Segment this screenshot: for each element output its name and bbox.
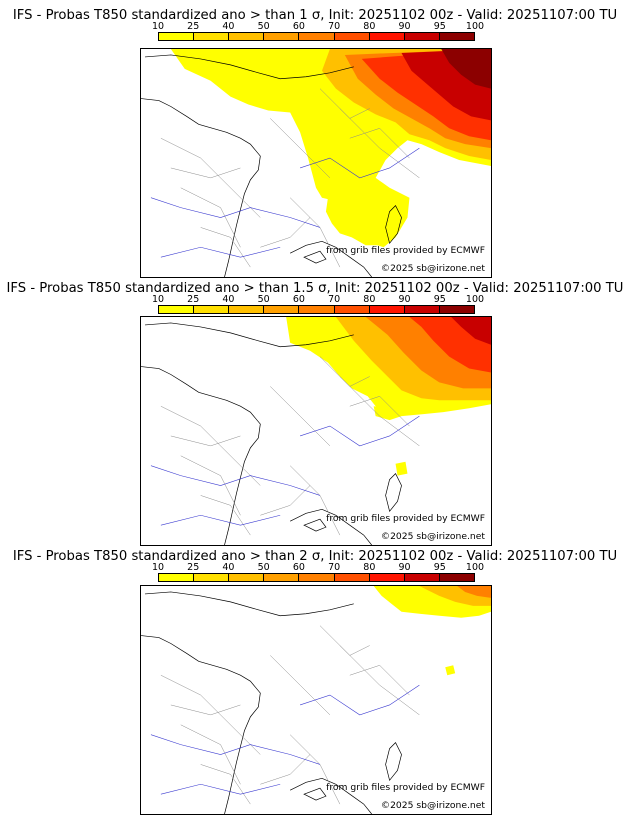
legend-tick-label: 50 bbox=[257, 294, 270, 305]
probability-map: from grib files provided by ECMWF ©2025 … bbox=[140, 585, 492, 815]
legend-ticks: 10 25 40 50 60 70 80 90 95 100 bbox=[152, 562, 484, 573]
legend-swatch bbox=[264, 574, 300, 581]
coastlines bbox=[141, 322, 402, 545]
legend-tick-label: 10 bbox=[151, 21, 165, 32]
legend-tick-label: 70 bbox=[328, 21, 341, 32]
legend-tick-label: 80 bbox=[363, 562, 376, 573]
legend-swatch bbox=[334, 574, 370, 581]
legend-tick-label: 100 bbox=[465, 21, 485, 32]
probability-field bbox=[373, 586, 491, 676]
legend-swatch bbox=[264, 33, 300, 40]
legend-tick-label: 50 bbox=[257, 562, 270, 573]
map-canvas bbox=[141, 49, 491, 277]
legend-tick-label: 95 bbox=[433, 294, 446, 305]
legend-tick-label: 90 bbox=[398, 562, 411, 573]
legend-tick-label: 60 bbox=[292, 562, 305, 573]
coastlines bbox=[141, 591, 402, 814]
map-panel-1: IFS - Probas T850 standardized ano > tha… bbox=[0, 8, 630, 278]
legend-tick-label: 40 bbox=[222, 294, 235, 305]
legend-ticks: 10 25 40 50 60 70 80 90 95 100 bbox=[152, 294, 484, 305]
legend-tick-label: 90 bbox=[398, 21, 411, 32]
panel-title: IFS - Probas T850 standardized ano > tha… bbox=[12, 549, 618, 564]
legend-tick-label: 80 bbox=[363, 294, 376, 305]
map-canvas bbox=[141, 317, 491, 545]
legend-swatch bbox=[229, 574, 265, 581]
copyright-credit: ©2025 sb@irizone.net bbox=[380, 263, 485, 274]
legend-tick-label: 40 bbox=[222, 21, 235, 32]
rivers bbox=[150, 147, 420, 258]
legend-bar bbox=[158, 32, 475, 41]
probability-map: from grib files provided by ECMWF ©2025 … bbox=[140, 48, 492, 278]
legend-tick-label: 95 bbox=[433, 562, 446, 573]
legend-tick-label: 10 bbox=[151, 562, 165, 573]
admin-borders bbox=[160, 88, 420, 268]
legend-tick-label: 25 bbox=[187, 562, 200, 573]
legend-swatch bbox=[194, 306, 230, 313]
admin-borders bbox=[160, 625, 420, 805]
probability-field bbox=[170, 49, 491, 248]
legend-swatch bbox=[299, 574, 335, 581]
legend-tick-label: 100 bbox=[465, 294, 485, 305]
color-legend: 10 25 40 50 60 70 80 90 95 100 bbox=[152, 21, 484, 43]
legend-tick-label: 70 bbox=[328, 562, 341, 573]
panel-title: IFS - Probas T850 standardized ano > tha… bbox=[6, 281, 624, 296]
legend-swatch bbox=[159, 33, 195, 40]
legend-swatch bbox=[159, 306, 195, 313]
legend-ticks: 10 25 40 50 60 70 80 90 95 100 bbox=[152, 21, 484, 32]
probability-map: from grib files provided by ECMWF ©2025 … bbox=[140, 316, 492, 546]
legend-bar bbox=[158, 305, 475, 314]
legend-swatch bbox=[159, 574, 195, 581]
legend-tick-label: 40 bbox=[222, 562, 235, 573]
legend-swatch bbox=[369, 33, 405, 40]
copyright-credit: ©2025 sb@irizone.net bbox=[380, 800, 485, 811]
legend-swatch bbox=[369, 574, 405, 581]
copyright-credit: ©2025 sb@irizone.net bbox=[380, 531, 485, 542]
source-credit: from grib files provided by ECMWF bbox=[326, 782, 485, 793]
legend-tick-label: 25 bbox=[187, 21, 200, 32]
legend-swatch bbox=[439, 574, 474, 581]
legend-swatch bbox=[229, 306, 265, 313]
legend-swatch bbox=[194, 33, 230, 40]
legend-swatch bbox=[334, 33, 370, 40]
probability-field bbox=[286, 317, 491, 476]
source-credit: from grib files provided by ECMWF bbox=[326, 513, 485, 524]
legend-swatch bbox=[439, 33, 474, 40]
rivers bbox=[150, 415, 420, 526]
legend-swatch bbox=[439, 306, 474, 313]
panel-title: IFS - Probas T850 standardized ano > tha… bbox=[12, 8, 618, 23]
map-panel-3: IFS - Probas T850 standardized ano > tha… bbox=[0, 549, 630, 821]
legend-swatch bbox=[299, 33, 335, 40]
legend-swatch bbox=[229, 33, 265, 40]
color-legend: 10 25 40 50 60 70 80 90 95 100 bbox=[152, 562, 484, 584]
legend-tick-label: 100 bbox=[465, 562, 485, 573]
legend-tick-label: 70 bbox=[328, 294, 341, 305]
legend-tick-label: 50 bbox=[257, 21, 270, 32]
coastlines bbox=[141, 54, 402, 277]
legend-swatch bbox=[369, 306, 405, 313]
legend-tick-label: 60 bbox=[292, 21, 305, 32]
legend-swatch bbox=[299, 306, 335, 313]
legend-swatch bbox=[194, 574, 230, 581]
legend-tick-label: 80 bbox=[363, 21, 376, 32]
legend-bar bbox=[158, 573, 475, 582]
legend-tick-label: 60 bbox=[292, 294, 305, 305]
legend-tick-label: 10 bbox=[151, 294, 165, 305]
source-credit: from grib files provided by ECMWF bbox=[326, 245, 485, 256]
color-legend: 10 25 40 50 60 70 80 90 95 100 bbox=[152, 294, 484, 316]
map-canvas bbox=[141, 586, 491, 814]
admin-borders bbox=[160, 356, 420, 536]
legend-swatch bbox=[404, 574, 440, 581]
legend-swatch bbox=[404, 306, 440, 313]
legend-tick-label: 90 bbox=[398, 294, 411, 305]
rivers bbox=[150, 684, 420, 795]
legend-swatch bbox=[404, 33, 440, 40]
legend-tick-label: 25 bbox=[187, 294, 200, 305]
legend-tick-label: 95 bbox=[433, 21, 446, 32]
map-panel-2: IFS - Probas T850 standardized ano > tha… bbox=[0, 281, 630, 547]
legend-swatch bbox=[334, 306, 370, 313]
legend-swatch bbox=[264, 306, 300, 313]
